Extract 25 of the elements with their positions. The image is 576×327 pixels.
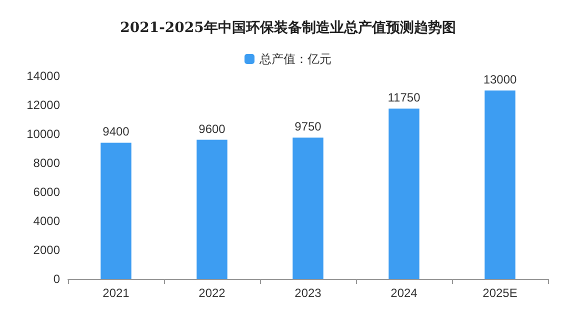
y-tick-label: 12000: [26, 98, 60, 112]
x-tick-label: 2024: [390, 286, 418, 300]
chart-title: 2021-2025年中国环保装备制造业总产值预测趋势图: [120, 19, 456, 36]
data-label: 11750: [388, 90, 421, 105]
bar: [388, 108, 420, 279]
x-tick-label: 2025E: [482, 286, 518, 300]
x-tick-label: 2023: [294, 286, 322, 300]
bar: [292, 138, 324, 279]
bar: [196, 140, 228, 279]
data-label: 13000: [483, 72, 518, 86]
legend-label: 总产值：亿元: [258, 52, 332, 66]
y-tick-label: 6000: [33, 185, 60, 199]
y-tick-label: 8000: [33, 156, 60, 170]
y-tick-label: 10000: [26, 127, 60, 141]
bar: [484, 90, 516, 279]
y-tick-label: 0: [53, 272, 60, 286]
x-tick-label: 2021: [102, 286, 130, 300]
data-label: 9400: [102, 124, 130, 139]
x-tick-label: 2022: [198, 286, 226, 300]
data-label: 9750: [294, 120, 322, 134]
y-tick-label: 4000: [33, 214, 60, 228]
y-tick-label: 14000: [26, 69, 60, 83]
data-label: 9600: [198, 122, 226, 136]
y-tick-label: 2000: [33, 243, 60, 257]
bar: [100, 142, 132, 279]
